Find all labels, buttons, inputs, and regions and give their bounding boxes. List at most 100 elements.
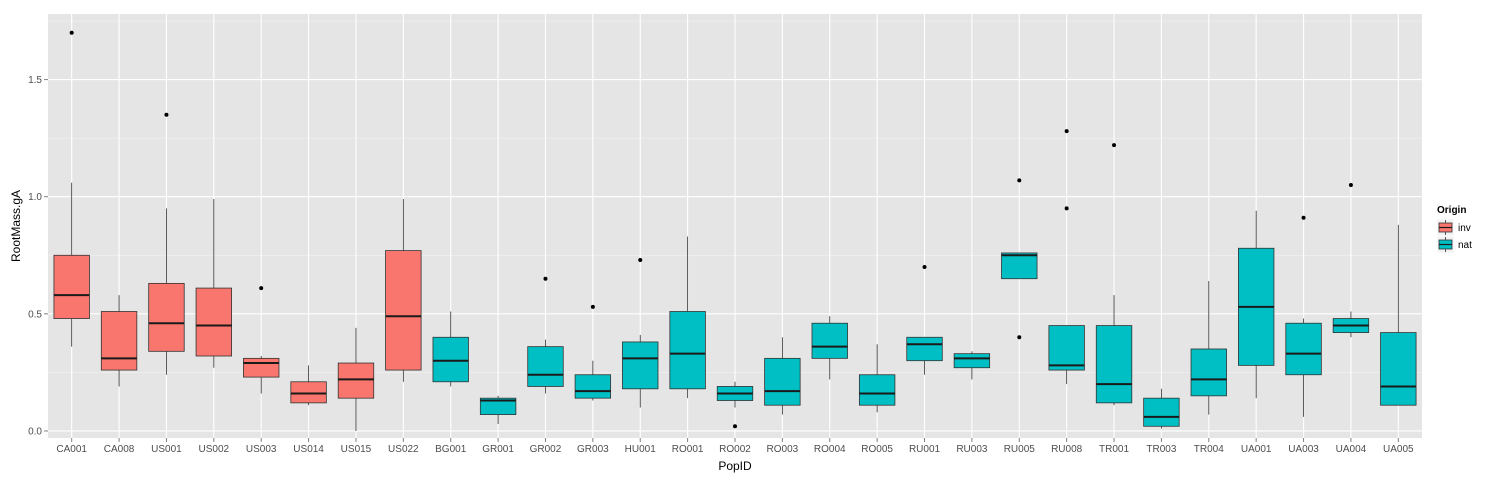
x-axis-title: PopID — [718, 459, 752, 473]
x-tick-label: RO004 — [814, 444, 846, 455]
box-RO003 — [764, 337, 801, 415]
box-RU003 — [953, 351, 991, 380]
x-tick-label: RU005 — [1004, 444, 1036, 455]
box-US001 — [148, 112, 185, 375]
box-iqr — [337, 362, 375, 399]
outlier-point — [1112, 143, 1117, 148]
box-GR001 — [479, 395, 517, 424]
box-iqr — [669, 311, 706, 390]
y-tick-label: 1.5 — [28, 75, 42, 86]
outlier-point — [543, 276, 548, 281]
x-tick-label: TR004 — [1194, 444, 1224, 455]
y-tick-label: 1.0 — [28, 192, 42, 203]
x-tick-label: HU001 — [625, 444, 657, 455]
box-GR003 — [574, 304, 612, 401]
x-tick-label: CA001 — [56, 444, 87, 455]
box-iqr — [148, 282, 185, 352]
box-iqr — [100, 311, 138, 371]
outlier-point — [638, 257, 643, 262]
x-tick-label: RO002 — [719, 444, 751, 455]
legend-label: inv — [1458, 223, 1471, 234]
box-iqr — [764, 357, 801, 406]
box-US022 — [385, 199, 422, 382]
legend-title: Origin — [1437, 205, 1466, 216]
box-UA001 — [1238, 210, 1275, 399]
x-tick-label: TR003 — [1146, 444, 1176, 455]
box-RO001 — [669, 236, 706, 399]
box-iqr — [53, 254, 90, 319]
legend-entry-nat: nat — [1436, 235, 1472, 254]
box-TR001 — [1095, 143, 1133, 406]
x-tick-label: UA004 — [1336, 444, 1367, 455]
box-UA005 — [1380, 224, 1417, 406]
x-tick-label: US022 — [388, 444, 419, 455]
box-RO002 — [716, 381, 754, 429]
axis-layer: 0.0 0.5 1.0 1.5 CA001 CA008 US001 US002 US003 US0… — [28, 75, 1414, 455]
box-iqr — [1380, 332, 1417, 406]
y-axis-title: RootMass.gA — [9, 190, 23, 262]
legend: Origin inv nat — [1436, 205, 1472, 254]
x-tick-label: RO001 — [672, 444, 704, 455]
box-iqr — [385, 250, 422, 371]
box-TR003 — [1143, 388, 1180, 429]
x-tick-label: RU008 — [1051, 444, 1083, 455]
box-iqr — [574, 374, 612, 399]
box-iqr — [243, 357, 280, 378]
x-tick-label: UA003 — [1288, 444, 1319, 455]
x-tick-label: RO005 — [861, 444, 893, 455]
box-iqr — [906, 336, 943, 362]
box-US002 — [195, 199, 232, 368]
legend-label: nat — [1458, 240, 1472, 251]
box-iqr — [1001, 252, 1038, 280]
y-tick-label: 0.0 — [28, 426, 42, 437]
outlier-point — [1301, 215, 1306, 220]
outlier-point — [1017, 335, 1022, 340]
box-GR002 — [527, 276, 564, 394]
box-RU001 — [906, 264, 943, 375]
box-BG001 — [432, 311, 469, 387]
box-iqr — [1048, 325, 1085, 371]
box-RO004 — [811, 316, 848, 380]
box-US014 — [290, 365, 327, 406]
box-iqr — [858, 374, 896, 406]
outlier-point — [259, 286, 264, 291]
x-tick-label: CA008 — [104, 444, 135, 455]
x-tick-label: GR003 — [577, 444, 609, 455]
outlier-point — [69, 30, 74, 35]
box-iqr — [195, 287, 232, 357]
outlier-point — [1064, 129, 1069, 134]
outlier-point — [1017, 178, 1022, 183]
box-iqr — [479, 397, 517, 415]
x-tick-label: RO003 — [767, 444, 799, 455]
box-iqr — [290, 381, 327, 404]
x-tick-label: UA005 — [1383, 444, 1414, 455]
box-RO005 — [858, 344, 896, 413]
x-tick-label: GR001 — [482, 444, 514, 455]
box-UA003 — [1285, 215, 1322, 417]
box-layer — [53, 30, 1417, 431]
box-iqr — [527, 346, 564, 387]
x-tick-label: US002 — [199, 444, 230, 455]
box-UA004 — [1332, 183, 1370, 338]
box-US003 — [243, 286, 280, 394]
box-iqr — [953, 353, 991, 369]
x-tick-label: BG001 — [435, 444, 467, 455]
box-iqr — [622, 341, 659, 390]
box-CA008 — [100, 295, 138, 387]
outlier-point — [590, 304, 595, 309]
x-tick-label: RU001 — [909, 444, 941, 455]
box-RU008 — [1048, 129, 1085, 385]
x-tick-label: GR002 — [530, 444, 562, 455]
x-tick-label: US003 — [246, 444, 277, 455]
x-tick-label: TR001 — [1099, 444, 1129, 455]
box-RU005 — [1001, 178, 1038, 340]
box-iqr — [1285, 322, 1322, 376]
outlier-point — [922, 264, 927, 269]
box-iqr — [432, 336, 469, 383]
x-tick-label: US001 — [151, 444, 182, 455]
box-TR004 — [1190, 281, 1227, 415]
box-US015 — [337, 327, 375, 431]
box-iqr — [811, 322, 848, 359]
